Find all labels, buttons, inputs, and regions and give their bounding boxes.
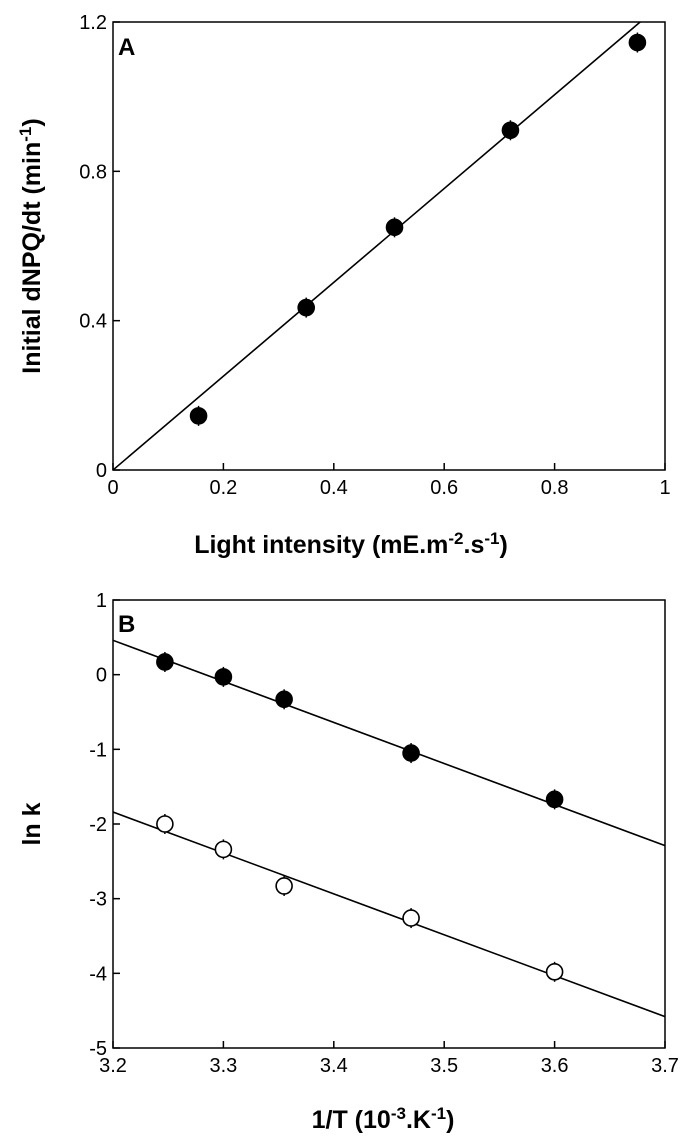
y-tick-label: -2 [89, 814, 107, 836]
y-axis-title: ln k [18, 802, 46, 845]
data-point-filled [501, 121, 520, 140]
y-tick-label: -3 [89, 889, 107, 911]
x-axis-title: 1/T (10-3.K-1) [312, 1104, 455, 1135]
x-tick-label: 3.2 [99, 1055, 127, 1077]
data-point-filled [385, 218, 404, 237]
data-point-open [275, 877, 293, 895]
panel-label: A [118, 34, 135, 61]
data-point-filled [402, 744, 420, 762]
x-tick-label: 3.5 [430, 1055, 458, 1077]
fit-line [113, 639, 665, 847]
x-tick-label: 0.2 [209, 477, 237, 499]
y-tick-label: -5 [89, 1038, 107, 1060]
panel-label: B [118, 611, 135, 638]
panel-b: 3.2 3.3 3.4 3.5 3.6 3.7 -5 -4 -3 -2 -1 0 1B 1/T (10-3… [18, 590, 679, 1134]
x-tick-label: 3.7 [651, 1055, 679, 1077]
y-tick-label: 0 [96, 665, 107, 687]
x-tick-label: 1 [659, 477, 670, 499]
data-point-filled [189, 407, 208, 425]
y-tick-label: -4 [89, 963, 107, 985]
x-tick-label: 0.8 [541, 477, 569, 499]
y-tick-label: 0.8 [79, 161, 107, 183]
data-point-filled [275, 690, 293, 709]
x-tick-label: 3.6 [541, 1055, 569, 1077]
x-tick-label: 0.6 [430, 477, 458, 499]
data-point-filled [297, 298, 316, 317]
y-tick-label: 1.2 [79, 12, 107, 34]
y-tick-label: 1 [96, 590, 107, 612]
data-point-open [156, 815, 174, 833]
x-tick-label: 3.4 [320, 1055, 348, 1077]
data-point-open [214, 840, 233, 859]
fit-line [113, 811, 665, 1018]
data-point-filled [156, 653, 174, 671]
plot-frame [112, 599, 666, 1049]
fit-line [113, 22, 641, 470]
panel-a: 0 0.2 0.4 0.6 0.8 1 0 0.4 0.8 1.2 A Light intensity… [16, 12, 671, 559]
data-point-filled [214, 668, 233, 686]
x-tick-label: 3.3 [209, 1055, 237, 1077]
x-tick-label: 0 [107, 477, 118, 499]
y-tick-label: 0.4 [79, 311, 107, 333]
x-axis-title: Light intensity (mE.m-2.s-1) [194, 529, 508, 560]
plot-frame [112, 21, 666, 471]
data-point-filled [545, 790, 564, 809]
y-axis-title: Initial dNPQ/dt (min-1) [16, 118, 47, 373]
y-tick-label: -1 [89, 739, 107, 761]
data-point-filled [628, 33, 647, 52]
x-tick-label: 0.4 [320, 477, 348, 499]
y-tick-label: 0 [96, 460, 107, 482]
data-point-open [545, 963, 564, 981]
data-point-open [402, 909, 420, 927]
